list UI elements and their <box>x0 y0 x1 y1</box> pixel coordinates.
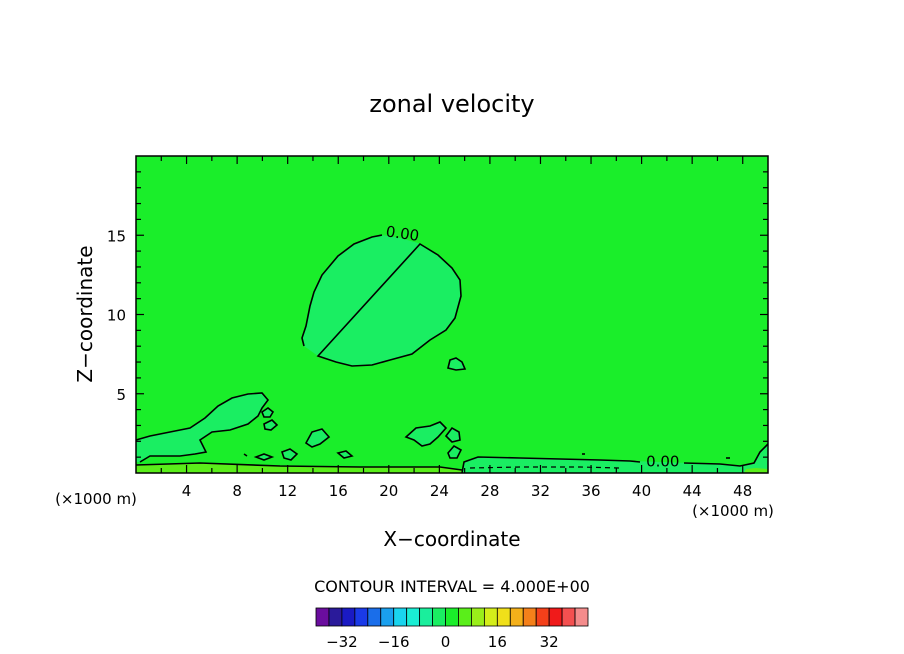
x-tick-label: 12 <box>278 482 297 500</box>
x-unit-left: (×1000 m) <box>55 490 137 508</box>
colorbar-swatch <box>328 607 343 627</box>
x-tick-label: 36 <box>581 482 600 500</box>
surface-band <box>136 463 462 473</box>
y-tick-label: 10 <box>107 307 126 325</box>
colorbar-swatch <box>471 607 485 627</box>
right-bottom-region <box>462 444 768 473</box>
x-tick-label: 44 <box>683 482 702 500</box>
small-blob-right-region <box>448 358 465 370</box>
contour-small-d <box>404 421 448 447</box>
contour-small-f <box>447 444 463 459</box>
colorbar-swatch <box>548 607 563 627</box>
y-tick-label: 15 <box>107 227 126 245</box>
contour-left-lower <box>135 392 270 463</box>
contour-small-b <box>263 419 279 431</box>
x-tick-label: 24 <box>430 482 449 500</box>
colorbar-swatch <box>393 607 408 627</box>
x-axis: 4 8 12 16 20 24 28 32 36 40 44 48 <box>160 156 752 500</box>
x-tick-label: 4 <box>182 482 192 500</box>
colorbar-tick-label: −32 <box>326 633 358 651</box>
contour-lines <box>135 234 769 474</box>
x-unit-right: (×1000 m) <box>692 502 774 520</box>
colorbar-swatch <box>483 607 498 627</box>
x-axis-label: X−coordinate <box>383 527 520 551</box>
x-tick-label: 48 <box>733 482 752 500</box>
chart-title: zonal velocity <box>369 90 534 118</box>
colorbar-tick-label: −16 <box>378 633 410 651</box>
colorbar-swatch <box>522 607 537 627</box>
contour-label-bottom: 0.00 <box>646 453 679 471</box>
x-tick-label: 32 <box>531 482 550 500</box>
colorbar-swatch <box>458 607 472 627</box>
contour-small-blob-right <box>447 357 467 371</box>
colorbar-tick-label: 0 <box>441 633 451 651</box>
colorbar-tick-label: 16 <box>488 633 507 651</box>
colorbar-swatch <box>341 607 356 627</box>
colorbar-swatch <box>496 607 511 627</box>
contour-dashed-inner <box>469 466 621 469</box>
surface-band-right <box>744 468 768 473</box>
y-axis: 5 10 15 <box>107 171 768 458</box>
colorbar-swatch <box>354 607 369 627</box>
contour-small-c <box>304 428 331 448</box>
contour-interval-text: CONTOUR INTERVAL = 4.000E+00 <box>314 577 590 596</box>
colorbar <box>315 607 589 627</box>
x-tick-label: 20 <box>379 482 398 500</box>
y-tick-label: 5 <box>116 386 126 404</box>
x-tick-label: 8 <box>232 482 242 500</box>
contour-small-i <box>336 450 354 459</box>
y-axis-label: Z−coordinate <box>73 245 97 382</box>
contour-label-top: 0.00 <box>385 222 421 244</box>
contour-small-a <box>261 407 275 418</box>
colorbar-swatch <box>574 607 589 627</box>
contour-small-e <box>444 426 461 443</box>
colorbar-ticks: −32 −16 0 16 32 <box>326 633 559 651</box>
x-tick-label: 28 <box>480 482 499 500</box>
central-blob-region <box>302 235 461 366</box>
contour-right-bottom <box>461 443 769 474</box>
colorbar-tick-label: 32 <box>540 633 559 651</box>
x-tick-label: 16 <box>329 482 348 500</box>
colorbar-swatch <box>432 607 446 627</box>
colorbar-swatch <box>367 607 382 627</box>
contour-central-blob <box>301 234 462 367</box>
colorbar-swatch <box>315 607 330 627</box>
x-tick-label: 40 <box>632 482 651 500</box>
colorbar-swatch <box>561 607 576 627</box>
contour-surface-band <box>135 462 463 471</box>
plot-area: 0.00 0.00 <box>135 155 769 474</box>
contour-dot-a <box>243 453 248 457</box>
left-lower-region <box>136 393 268 462</box>
colorbar-swatch <box>445 607 459 627</box>
colorbar-swatch <box>509 607 524 627</box>
contour-small-g <box>280 448 299 461</box>
colorbar-swatch <box>419 607 433 627</box>
colorbar-swatch <box>380 607 395 627</box>
colorbar-swatch <box>535 607 550 627</box>
colorbar-swatch <box>406 607 421 627</box>
contour-small-h <box>253 453 275 461</box>
